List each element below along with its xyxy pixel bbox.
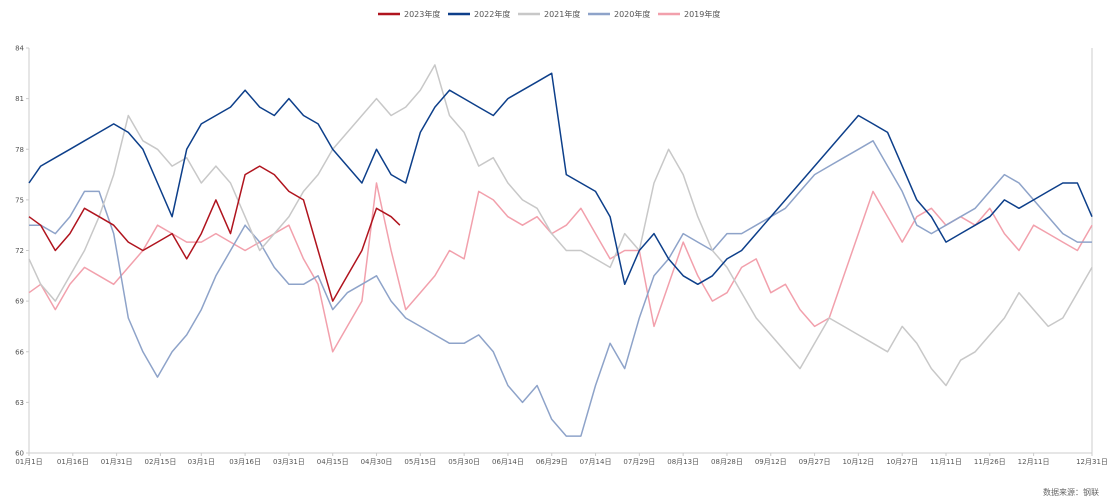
y-tick-label: 78 xyxy=(15,146,24,154)
y-tick-label: 69 xyxy=(15,298,24,306)
legend-label: 2019年度 xyxy=(684,9,720,19)
legend-label: 2023年度 xyxy=(404,9,440,19)
x-tick-label: 10月27日 xyxy=(886,458,918,466)
series-lines xyxy=(28,64,1093,437)
y-tick-label: 66 xyxy=(15,348,24,356)
legend-item[interactable]: 2020年度 xyxy=(588,9,650,19)
x-tick-label: 03月1日 xyxy=(188,458,215,466)
series-line-2020年度 xyxy=(29,140,1092,437)
x-tick-label: 06月14日 xyxy=(492,458,524,466)
x-axis-ticks: 01月1日 01月16日 01月31日 02月15日 03月1日 03月16日 03月31日… xyxy=(15,453,1107,466)
x-tick-label: 09月12日 xyxy=(755,458,787,466)
y-tick-label: 75 xyxy=(15,196,24,204)
x-tick-label: 01月1日 xyxy=(15,458,42,466)
x-tick-label: 07月14日 xyxy=(580,458,612,466)
x-tick-label: 11月26日 xyxy=(974,458,1006,466)
x-tick-label: 03月31日 xyxy=(273,458,305,466)
x-tick-label: 03月16日 xyxy=(229,458,261,466)
legend-item[interactable]: 2023年度 xyxy=(378,9,440,19)
plot-area: 60 63 66 69 72 75 78 81 84 01月1日 01月16日 01月31日 02月1… xyxy=(15,45,1107,467)
series-line-2021年度 xyxy=(28,64,1093,387)
y-axis-ticks: 60 63 66 69 72 75 78 81 84 xyxy=(15,45,29,458)
x-tick-label: 06月29日 xyxy=(536,458,568,466)
legend-item[interactable]: 2021年度 xyxy=(518,9,580,19)
legend-item[interactable]: 2019年度 xyxy=(658,9,720,19)
x-tick-label: 08月28日 xyxy=(711,458,743,466)
x-tick-label: 12月11日 xyxy=(1018,458,1050,466)
legend-label: 2021年度 xyxy=(544,9,580,19)
chart-legend: 2023年度 2022年度 2021年度 2020年度 2019年度 xyxy=(378,9,720,19)
x-tick-label: 05月30日 xyxy=(448,458,480,466)
y-tick-label: 72 xyxy=(15,247,24,255)
x-tick-label: 02月15日 xyxy=(145,458,177,466)
x-tick-label: 07月29日 xyxy=(623,458,655,466)
x-tick-label: 11月11日 xyxy=(930,458,962,466)
y-tick-label: 60 xyxy=(15,450,24,458)
legend-label: 2020年度 xyxy=(614,9,650,19)
x-tick-label: 09月27日 xyxy=(799,458,831,466)
series-line-2022年度 xyxy=(28,72,1093,286)
x-tick-label: 08月13日 xyxy=(667,458,699,466)
x-tick-label: 10月12日 xyxy=(842,458,874,466)
x-tick-label: 01月31日 xyxy=(101,458,133,466)
x-tick-label: 01月16日 xyxy=(57,458,89,466)
series-line-2023年度 xyxy=(28,165,401,302)
x-tick-label: 05月15日 xyxy=(404,458,436,466)
x-tick-label: 12月31日 xyxy=(1076,458,1107,466)
series-line-2019年度 xyxy=(28,182,1093,353)
y-tick-label: 84 xyxy=(15,45,24,53)
x-tick-label: 04月15日 xyxy=(317,458,349,466)
source-note: 数据来源：钢联 xyxy=(1043,488,1099,497)
x-tick-label: 04月30日 xyxy=(361,458,393,466)
legend-item[interactable]: 2022年度 xyxy=(448,9,510,19)
y-tick-label: 63 xyxy=(15,399,24,407)
y-tick-label: 81 xyxy=(15,95,24,103)
legend-label: 2022年度 xyxy=(474,9,510,19)
